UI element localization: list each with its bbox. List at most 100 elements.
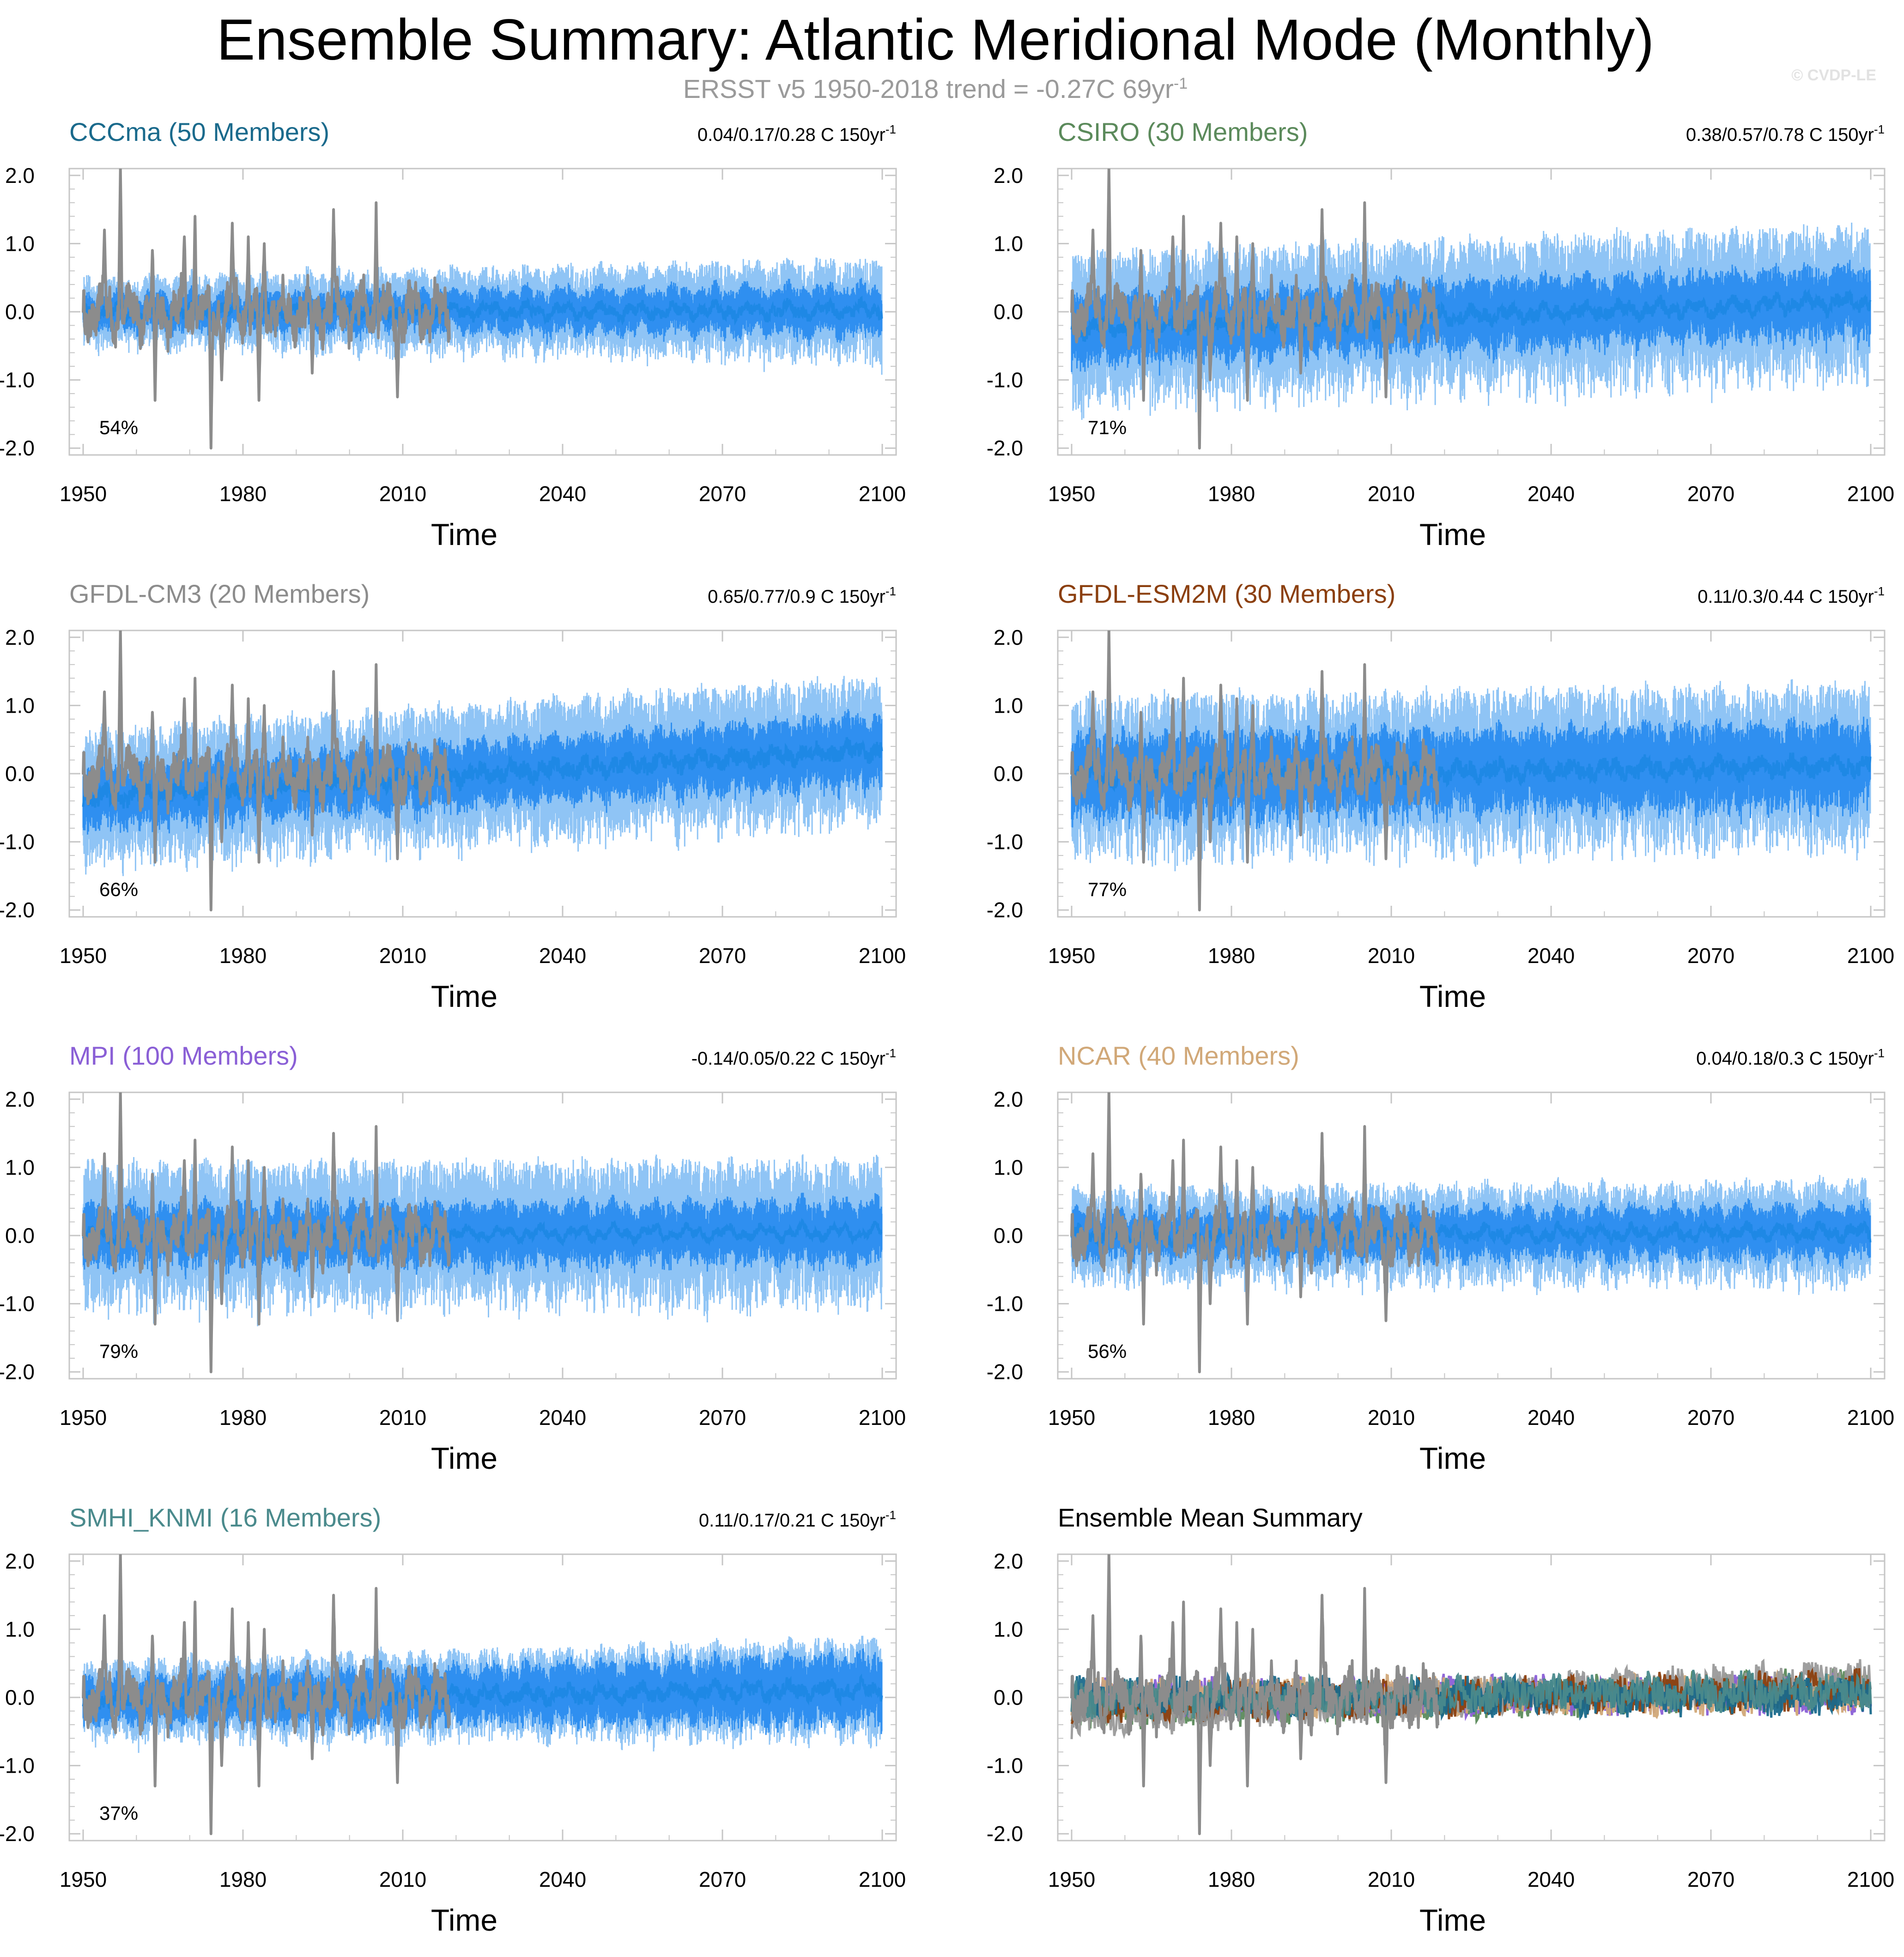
ytick-label: 0.0 (994, 300, 1023, 324)
plot-area (1070, 630, 1872, 912)
plot-area (1070, 1092, 1872, 1374)
xtick-label: 2040 (539, 944, 586, 968)
ytick-label: -2.0 (0, 1360, 35, 1384)
xtick-label: 2070 (699, 1867, 746, 1891)
observed-line (82, 1554, 451, 1836)
ytick-label: 0.0 (5, 762, 35, 786)
xtick-label: 2010 (1368, 944, 1415, 968)
panel-title: SMHI_KNMI (16 Members) (69, 1503, 381, 1532)
xtick-label: 2040 (539, 1867, 586, 1891)
xtick-label: 2070 (1687, 944, 1734, 968)
ytick-label: 0.0 (5, 300, 35, 324)
trend-stat: 0.11/0.3/0.44 C 150yr-1 (1698, 584, 1885, 607)
panel-7: Ensemble Mean Summary 2.0 1.0 0.0 -1.0 -2.0 19… (987, 1503, 1894, 1937)
xtick-label: 2010 (1368, 1867, 1415, 1891)
xtick-label: 1950 (60, 944, 107, 968)
ytick-label: 0.0 (994, 1224, 1023, 1248)
xtick-label: 2070 (1687, 482, 1734, 506)
xtick-label: 2070 (699, 1406, 746, 1430)
ytick-label: 1.0 (5, 1155, 35, 1179)
ytick-label: 2.0 (5, 1549, 35, 1573)
ytick-label: 0.0 (5, 1685, 35, 1709)
panel-title: CSIRO (30 Members) (1058, 117, 1308, 146)
ytick-label: -2.0 (0, 436, 35, 460)
ytick-label: 2.0 (994, 625, 1023, 649)
ytick-label: -1.0 (987, 368, 1023, 392)
trend-stat: 0.04/0.18/0.3 C 150yr-1 (1696, 1046, 1885, 1069)
trend-stat-text: 0.11/0.3/0.44 C 150yr (1698, 587, 1874, 607)
trend-stat-sup: -1 (885, 1046, 896, 1060)
xtick-label: 2100 (859, 482, 906, 506)
xtick-label: 1950 (60, 1867, 107, 1891)
panel-4: MPI (100 Members) -0.14/0.05/0.22 C 150yr… (0, 1041, 906, 1475)
ytick-label: 2.0 (5, 1087, 35, 1111)
panel-title: CCCma (50 Members) (69, 117, 329, 146)
trend-stat: 0.65/0.77/0.9 C 150yr-1 (708, 584, 896, 607)
xtick-label: 1950 (1048, 944, 1095, 968)
xtick-label: 2070 (1687, 1406, 1734, 1430)
xtick-label: 1950 (1048, 1867, 1095, 1891)
subtitle-sup: -1 (1173, 75, 1188, 92)
xtick-label: 2100 (1847, 1867, 1894, 1891)
percent-label: 66% (99, 879, 138, 900)
ytick-label: 0.0 (994, 762, 1023, 786)
xtick-label: 2070 (699, 944, 746, 968)
x-axis-label: Time (1419, 1441, 1486, 1475)
panel-1: CSIRO (30 Members) 0.38/0.57/0.78 C 150yr… (987, 117, 1894, 551)
summary-series-smhi_knmi (1070, 1669, 1872, 1721)
ytick-label: -2.0 (987, 436, 1023, 460)
observed-line (1070, 630, 1439, 912)
ytick-label: -1.0 (0, 830, 35, 854)
plot-area (1070, 1554, 1872, 1836)
plot-area (82, 1092, 883, 1374)
percent-label: 56% (1088, 1340, 1127, 1362)
xtick-label: 2010 (379, 1406, 426, 1430)
trend-stat-sup: -1 (1874, 1046, 1885, 1060)
x-axis-label: Time (1419, 1903, 1486, 1937)
x-axis-label: Time (431, 517, 497, 551)
ytick-label: -1.0 (987, 830, 1023, 854)
panel-6: SMHI_KNMI (16 Members) 0.11/0.17/0.21 C 1… (0, 1503, 906, 1937)
x-axis-label: Time (1419, 979, 1486, 1013)
x-axis-label: Time (431, 1903, 497, 1937)
xtick-label: 1950 (60, 1406, 107, 1430)
ytick-label: 1.0 (5, 231, 35, 255)
ytick-label: -2.0 (987, 898, 1023, 922)
xtick-label: 2010 (379, 1867, 426, 1891)
xtick-label: 1980 (1208, 1406, 1255, 1430)
x-axis-label: Time (1419, 517, 1486, 551)
xtick-label: 1980 (219, 1867, 267, 1891)
subtitle-text: ERSST v5 1950-2018 trend = -0.27C 69yr (683, 74, 1174, 104)
xtick-label: 1980 (1208, 944, 1255, 968)
trend-stat: 0.38/0.57/0.78 C 150yr-1 (1686, 122, 1885, 145)
ytick-label: -1.0 (987, 1292, 1023, 1316)
xtick-label: 2100 (1847, 482, 1894, 506)
trend-stat-text: 0.11/0.17/0.21 C 150yr (699, 1510, 885, 1531)
observed-line (82, 1092, 451, 1374)
ytick-label: -1.0 (0, 1292, 35, 1316)
trend-stat-text: -0.14/0.05/0.22 C 150yr (691, 1048, 885, 1069)
percent-label: 71% (1088, 417, 1127, 438)
trend-stat-sup: -1 (1874, 122, 1885, 136)
percent-label: 79% (99, 1340, 138, 1362)
ytick-label: 0.0 (994, 1685, 1023, 1709)
xtick-label: 2040 (1528, 482, 1575, 506)
plot-area (82, 630, 883, 912)
ytick-label: -1.0 (987, 1754, 1023, 1778)
xtick-label: 1980 (1208, 482, 1255, 506)
page-title: Ensemble Summary: Atlantic Meridional Mo… (216, 8, 1655, 72)
x-axis-label: Time (431, 979, 497, 1013)
xtick-label: 2100 (1847, 944, 1894, 968)
trend-stat-sup: -1 (1874, 584, 1885, 598)
trend-stat-sup: -1 (885, 1508, 896, 1522)
panel-title: NCAR (40 Members) (1058, 1041, 1299, 1070)
ytick-label: 0.0 (5, 1224, 35, 1248)
watermark: © CVDP-LE (1791, 67, 1876, 84)
xtick-label: 2010 (379, 944, 426, 968)
observed-line (82, 630, 451, 912)
panel-5: NCAR (40 Members) 0.04/0.18/0.3 C 150yr-1… (987, 1041, 1894, 1475)
ytick-label: 2.0 (994, 1549, 1023, 1573)
trend-stat-text: 0.38/0.57/0.78 C 150yr (1686, 125, 1874, 145)
observed-line (1070, 1554, 1439, 1836)
